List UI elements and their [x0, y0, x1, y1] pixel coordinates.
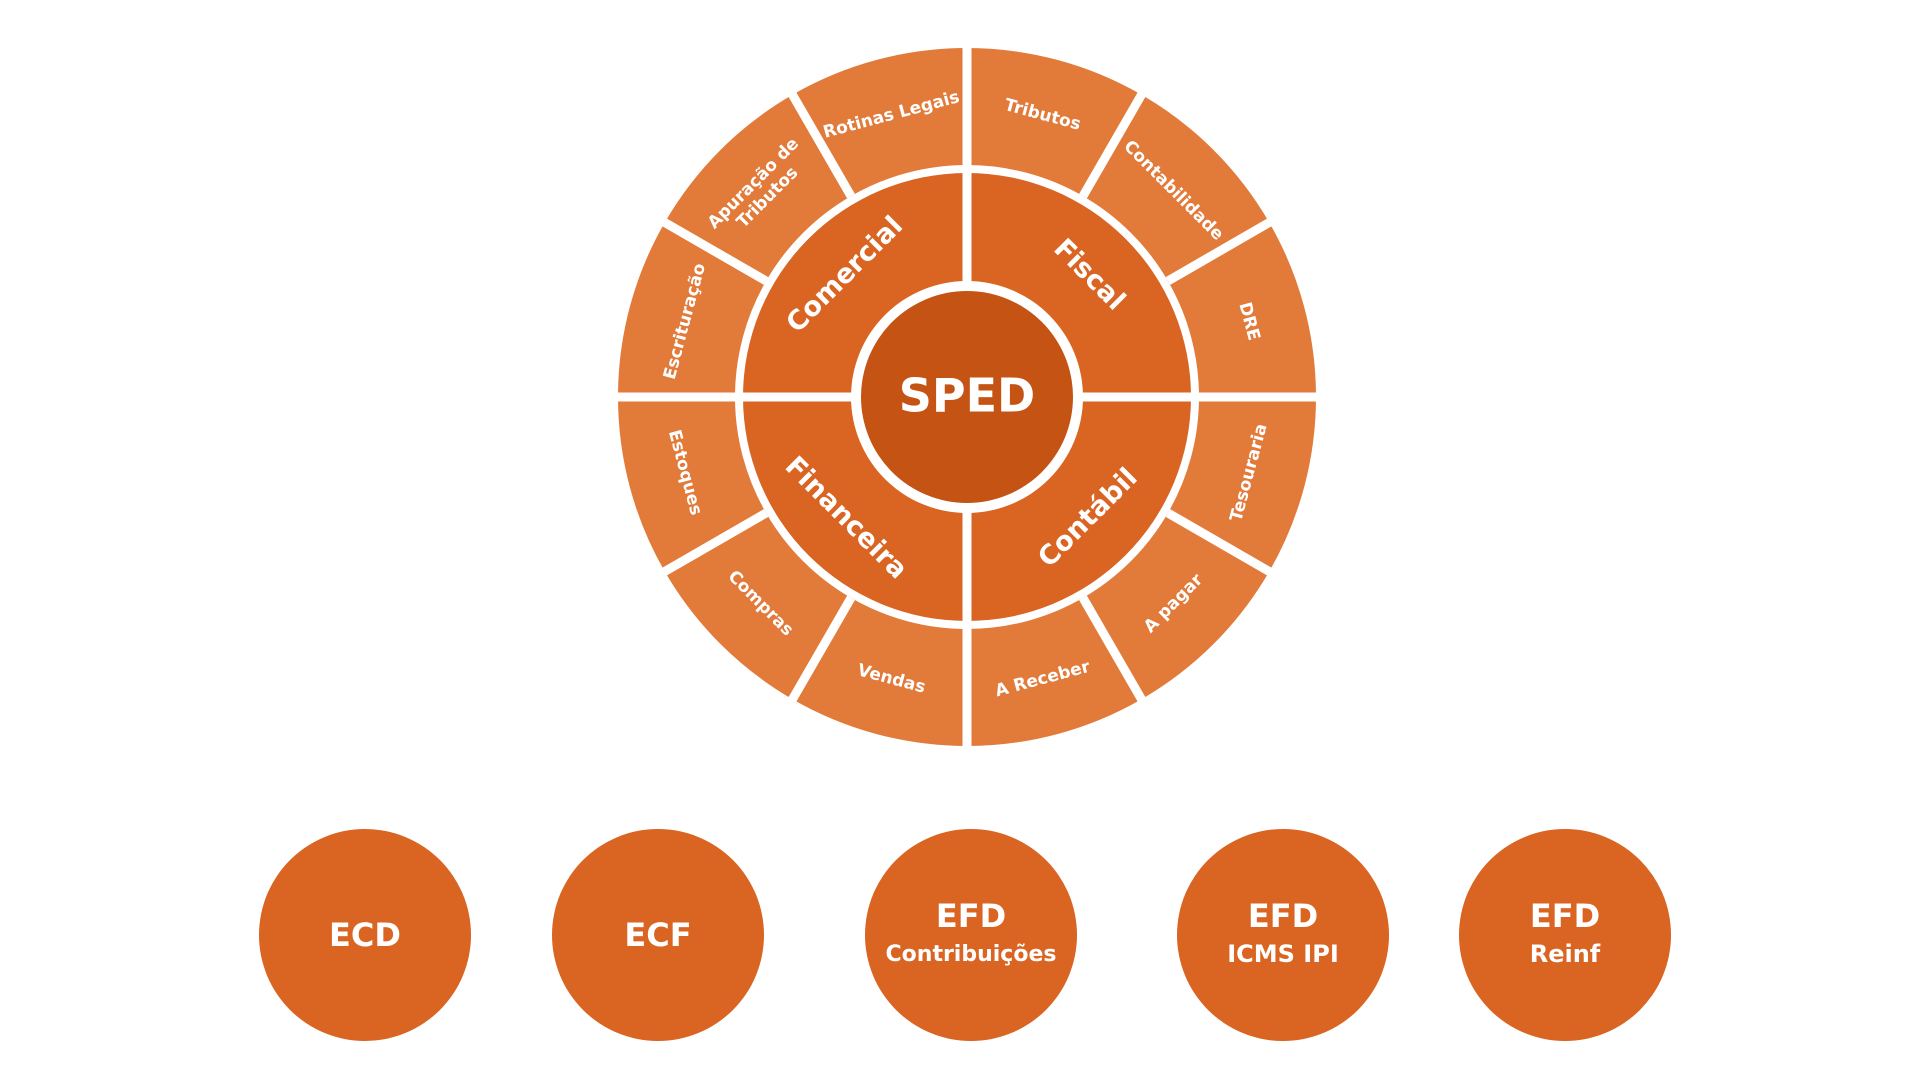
outer-segment-compras: Compras	[664, 513, 851, 700]
middle-segment-shape	[743, 173, 967, 397]
outer-segment-tributos: Tributos	[967, 48, 1142, 197]
outer-segment-shape	[1167, 222, 1316, 397]
bubble-title: EFD	[1248, 897, 1318, 935]
center-hub-circle	[861, 291, 1073, 503]
bubble-title: EFD	[936, 897, 1006, 935]
segment-divider	[1165, 217, 1274, 285]
segment-divider	[787, 90, 855, 199]
middle-segment-shape	[743, 397, 967, 621]
bubble-title: EFD	[1530, 897, 1600, 935]
bubble-title: ECF	[624, 916, 691, 954]
outer-segment-a-pagar: A pagar	[1083, 513, 1270, 700]
center-hub: SPED	[861, 291, 1073, 503]
bubble-efd-icms-ipi: EFD ICMS IPI	[1177, 829, 1389, 1041]
bubble-subtitle: Contribuições	[886, 942, 1057, 967]
segment-divider	[1165, 509, 1274, 577]
center-hub-label: SPED	[899, 369, 1035, 423]
outer-segment-vendas: Vendas	[792, 597, 967, 746]
outer-segment-a-receber: A Receber	[967, 597, 1142, 746]
segment-divider	[660, 509, 769, 577]
outer-segment-shape	[618, 397, 767, 572]
outer-segment-rotinas-legais: Rotinas Legais	[792, 48, 967, 197]
bubble-ecd: ECD	[259, 829, 471, 1041]
outer-segment-shape	[792, 597, 967, 746]
bubble-title: ECD	[329, 916, 401, 954]
bubble-efd-contribuicoes: EFD Contribuições	[865, 829, 1077, 1041]
segment-divider	[1079, 595, 1147, 704]
bubble-circle	[865, 829, 1077, 1041]
outer-segment-shape	[664, 513, 851, 700]
outer-segment-shape	[792, 48, 967, 197]
outer-segment-tesouraria: Tesouraria	[1167, 397, 1316, 572]
outer-segment-shape	[1083, 94, 1270, 281]
sped-obligation-bubbles: ECD ECF EFD Contribuições EFD ICMS IPI EFD Rein…	[259, 829, 1671, 1041]
outer-segment-dre: DRE	[1167, 222, 1316, 397]
outer-segment-shape	[664, 94, 851, 281]
segment-divider	[1079, 90, 1147, 199]
segment-divider	[787, 595, 855, 704]
bubble-circle	[1459, 829, 1671, 1041]
bubble-circle	[1177, 829, 1389, 1041]
bubble-circle	[259, 829, 471, 1041]
bubble-circle	[552, 829, 764, 1041]
outer-segment-shape	[967, 48, 1142, 197]
segment-divider	[660, 217, 769, 285]
middle-segment-shape	[967, 397, 1191, 621]
outer-segment-shape	[618, 222, 767, 397]
middle-segment-contabil: Contábil	[967, 397, 1191, 621]
outer-segment-apuracao-de-tributos: Apuração deTributos	[664, 94, 851, 281]
outer-segment-shape	[1083, 513, 1270, 700]
sped-wheel: FiscalContábilFinanceiraComercialTributo…	[616, 46, 1318, 748]
middle-segment-shape	[967, 173, 1191, 397]
outer-segment-estoques: Estoques	[618, 397, 767, 572]
bubble-ecf: ECF	[552, 829, 764, 1041]
bubble-subtitle: ICMS IPI	[1227, 940, 1339, 968]
outer-segment-shape	[1167, 397, 1316, 572]
outer-segment-shape	[967, 597, 1142, 746]
bubble-efd-reinf: EFD Reinf	[1459, 829, 1671, 1041]
outer-segment-escrituracao: Escrituração	[618, 222, 767, 397]
middle-segment-fiscal: Fiscal	[967, 173, 1191, 397]
outer-segment-contabilidade: Contabilidade	[1083, 94, 1270, 281]
bubble-subtitle: Reinf	[1530, 940, 1601, 968]
